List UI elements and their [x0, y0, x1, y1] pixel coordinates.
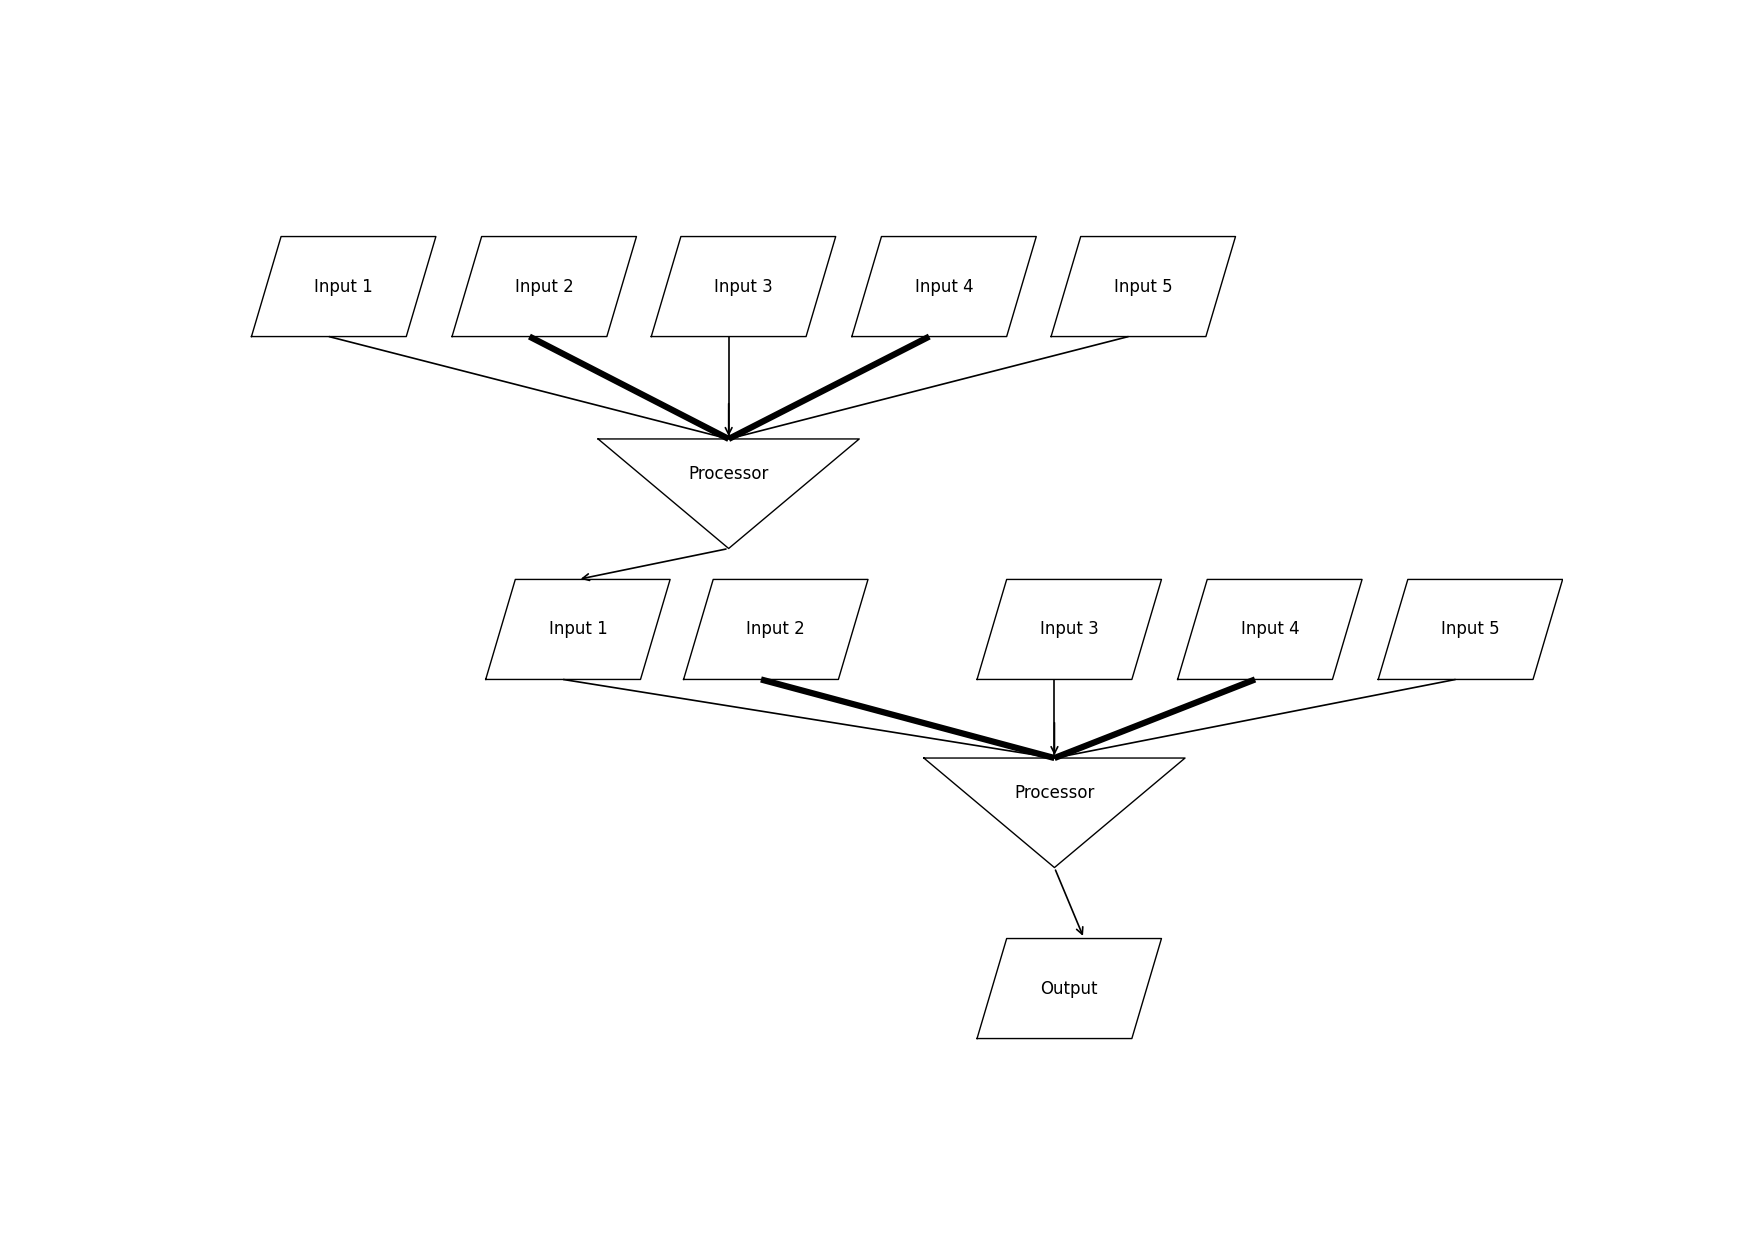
Text: Input 2: Input 2 — [747, 621, 806, 638]
Text: Output: Output — [1040, 980, 1098, 997]
Text: Input 5: Input 5 — [1442, 621, 1499, 638]
Text: Input 3: Input 3 — [1040, 621, 1098, 638]
Text: Input 1: Input 1 — [549, 621, 608, 638]
Text: Processor: Processor — [688, 465, 769, 482]
Text: Input 5: Input 5 — [1113, 277, 1172, 296]
Text: Input 1: Input 1 — [314, 277, 373, 296]
Text: Input 4: Input 4 — [915, 277, 973, 296]
Text: Input 2: Input 2 — [514, 277, 573, 296]
Text: Processor: Processor — [1014, 784, 1094, 802]
Text: Input 4: Input 4 — [1240, 621, 1299, 638]
Text: Input 3: Input 3 — [714, 277, 773, 296]
